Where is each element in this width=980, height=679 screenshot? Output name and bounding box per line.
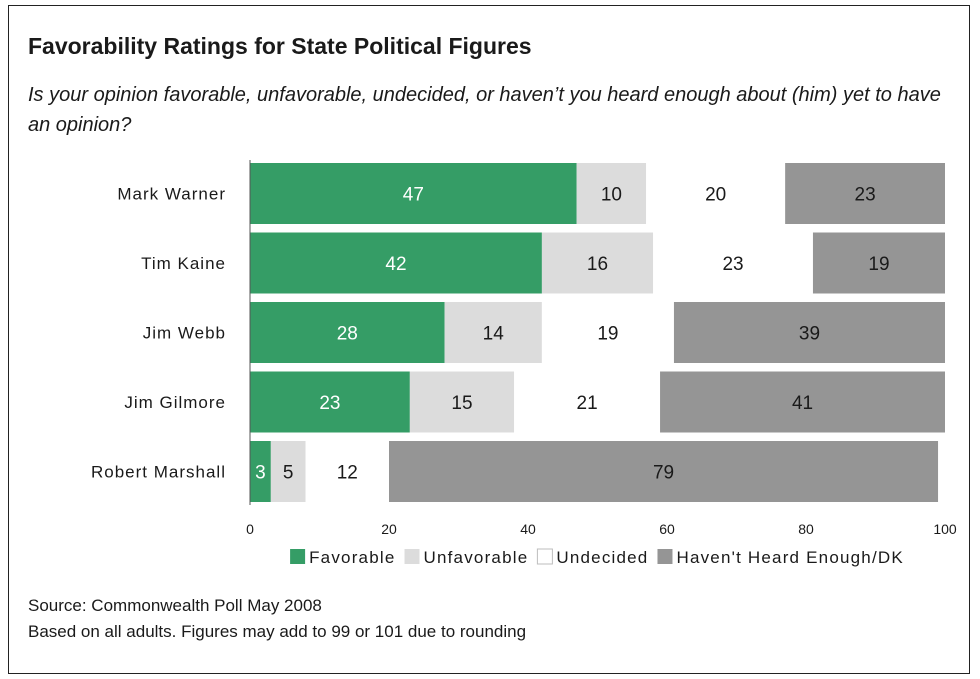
data-label: 23 (855, 185, 876, 206)
data-label: 39 (799, 324, 820, 345)
bar-segment (660, 371, 945, 433)
bar-segment (250, 163, 577, 224)
data-label: 12 (337, 463, 358, 484)
category-label: Robert Marshall (91, 463, 226, 482)
bar-segment (250, 232, 542, 294)
x-tick-label: 40 (520, 521, 536, 537)
data-label: 42 (385, 254, 406, 275)
x-tick-label: 0 (246, 521, 254, 537)
legend-label: Unfavorable (424, 548, 529, 567)
source-note: Source: Commonwealth Poll May 2008 (28, 596, 322, 615)
bar-segment (646, 163, 786, 224)
bar-segment (812, 232, 945, 294)
legend-label: Favorable (309, 548, 395, 567)
legend-swatch (290, 549, 306, 564)
data-label: 21 (577, 393, 598, 414)
bar-segment (541, 302, 674, 363)
data-label: 28 (337, 324, 358, 345)
chart-footer: Source: Commonwealth Poll May 2008 Based… (28, 593, 526, 645)
category-label: Tim Kaine (141, 254, 226, 273)
category-label: Jim Webb (143, 324, 226, 343)
x-tick-label: 20 (381, 521, 397, 537)
category-labels: Mark Warner Tim Kaine Jim Webb Jim Gilmore R… (91, 185, 226, 482)
category-label: Mark Warner (117, 185, 226, 204)
bars-group: 47 10 20 23 42 16 23 19 28 14 19 39 23 15 21 41 3 5 12 79 (250, 163, 945, 502)
data-label: 14 (483, 324, 505, 345)
data-label: 41 (792, 393, 813, 414)
data-label: 47 (403, 185, 424, 206)
category-label: Jim Gilmore (124, 393, 226, 412)
data-label: 19 (868, 254, 889, 275)
data-label: 20 (705, 185, 726, 206)
legend-item: Undecided (536, 548, 648, 567)
data-label: 3 (255, 463, 266, 484)
bar-segment (673, 302, 945, 363)
data-label: 16 (587, 254, 608, 275)
bar-segment (250, 441, 271, 502)
bar-segment (653, 232, 813, 294)
data-label: 23 (722, 254, 743, 275)
bar-segment (389, 441, 939, 502)
data-label: 5 (283, 463, 294, 484)
bar-segment (250, 371, 410, 433)
chart-title: Favorability Ratings for State Political… (28, 33, 532, 59)
x-tick-label: 60 (659, 521, 675, 537)
legend-label: Undecided (556, 548, 648, 567)
data-label: 79 (653, 463, 674, 484)
legend-item: Favorable (290, 548, 395, 567)
bar-segment (250, 302, 445, 363)
rounding-note: Based on all adults. Figures may add to … (28, 622, 527, 641)
bar-segment (270, 441, 306, 502)
bar-segment (541, 232, 654, 294)
bar-segment (409, 371, 515, 433)
legend-label: Haven't Heard Enough/DK (676, 548, 903, 567)
x-tick-label: 80 (798, 521, 814, 537)
legend-item: Haven't Heard Enough/DK (657, 548, 903, 567)
legend-item: Unfavorable (404, 548, 529, 567)
data-label: 19 (597, 324, 618, 345)
bar-segment (576, 163, 647, 224)
legend-swatch (536, 548, 553, 565)
x-axis: 0 20 40 60 80 100 (246, 160, 957, 537)
data-label: 15 (451, 393, 472, 414)
bar-segment (514, 371, 661, 433)
bar-segment (785, 163, 945, 224)
bar-segment (305, 441, 389, 502)
stacked-bar-chart: 47 10 20 23 42 16 23 19 28 14 19 39 23 15 21 41 3 5 12 79 M… (91, 160, 957, 567)
legend-swatch (657, 549, 673, 564)
chart-subtitle: Is your opinion favorable, unfavorable, … (28, 84, 941, 136)
bar-segment (444, 302, 542, 363)
data-label: 23 (319, 393, 340, 414)
x-tick-label: 100 (933, 521, 957, 537)
legend: Favorable Unfavorable Undecided Haven't Hea… (290, 548, 903, 567)
legend-swatch (404, 549, 420, 564)
data-label: 10 (601, 185, 622, 206)
